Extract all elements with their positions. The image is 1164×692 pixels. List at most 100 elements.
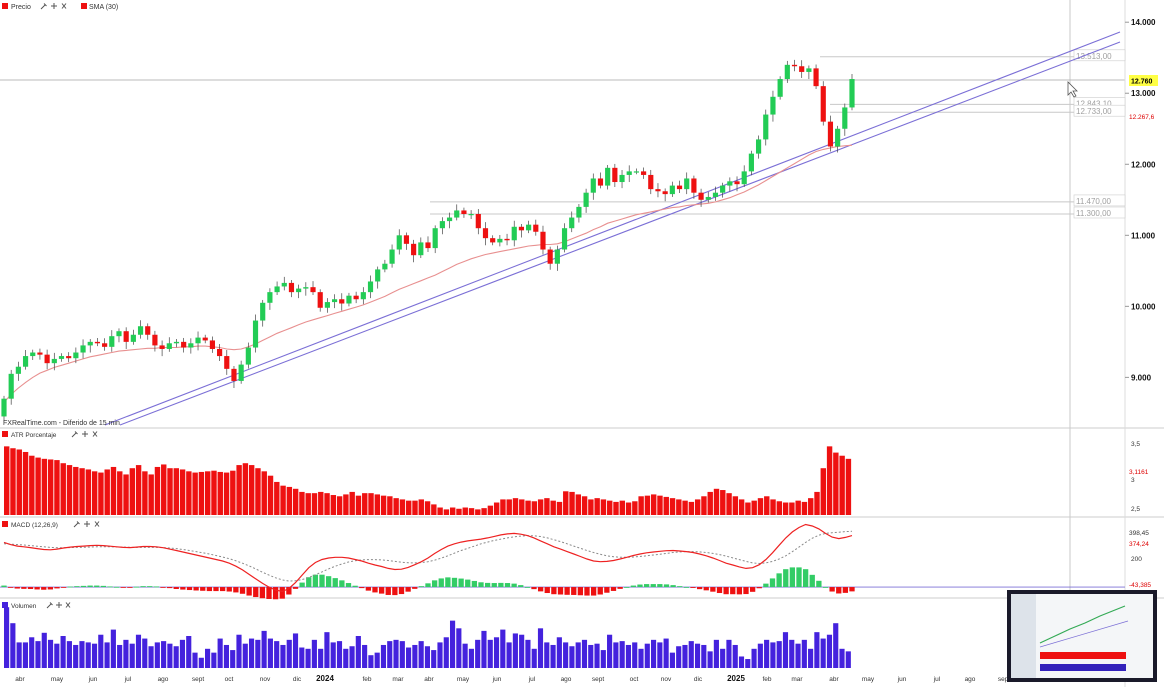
price-axis-tick-label: 12.000 xyxy=(1131,160,1156,169)
volume-bar xyxy=(280,644,286,668)
macd-histogram-bar xyxy=(359,587,365,589)
price-legend: Precio SMA (30) xyxy=(2,3,118,11)
atr-bar xyxy=(22,451,29,515)
volume-bar xyxy=(588,644,594,668)
candle-body xyxy=(835,128,841,147)
candle-body xyxy=(799,66,805,72)
atr-bar xyxy=(362,493,368,515)
macd-histogram-bar xyxy=(557,587,564,595)
month-axis-label: abr xyxy=(15,676,25,683)
macd-histogram-bar xyxy=(60,587,67,588)
macd-histogram-bar xyxy=(537,587,544,592)
volume-bar xyxy=(47,639,54,668)
atr-legend-move-icon[interactable] xyxy=(82,431,88,437)
price-legend-wrench-icon[interactable] xyxy=(40,3,47,10)
macd-histogram-bar xyxy=(292,587,299,589)
volume-legend: Volumen xyxy=(2,602,71,610)
volume-bars xyxy=(4,607,851,668)
candle-body xyxy=(209,340,215,349)
macd-histogram-bar xyxy=(127,587,133,588)
atr-legend-wrench-icon[interactable] xyxy=(71,431,78,438)
preview-thumbnail[interactable] xyxy=(1007,590,1157,682)
candle-body xyxy=(569,217,575,229)
macd-histogram-bar xyxy=(491,583,497,588)
month-axis-label: jul xyxy=(528,676,536,683)
atr-legend-close-icon[interactable] xyxy=(92,431,98,437)
macd-histogram-bar xyxy=(710,587,716,592)
price-legend-close-icon[interactable] xyxy=(61,3,67,9)
atr-bar xyxy=(531,501,538,515)
candle-body xyxy=(418,242,424,256)
volume-bar xyxy=(437,642,443,668)
volume-bar xyxy=(98,634,104,668)
macd-histogram-bar xyxy=(100,585,107,588)
candle-body xyxy=(662,191,668,195)
macd-histogram-bar xyxy=(253,587,259,598)
volume-bar xyxy=(349,646,355,668)
month-axis-label: ago xyxy=(158,676,169,683)
macd-histogram-bar xyxy=(783,569,789,588)
price-legend-move-icon[interactable] xyxy=(51,3,57,9)
atr-bar xyxy=(644,495,651,515)
volume-legend-close-icon[interactable] xyxy=(65,602,71,608)
volume-bar xyxy=(720,648,726,668)
candle-body xyxy=(137,326,144,335)
macd-histogram-bar xyxy=(789,567,796,588)
volume-bar xyxy=(845,651,851,668)
macd-histogram-bar xyxy=(352,585,358,588)
macd-histogram-bar xyxy=(306,577,312,588)
volume-bar xyxy=(198,657,204,668)
volume-bar xyxy=(833,623,839,668)
volume-bar xyxy=(230,650,236,668)
volume-bar xyxy=(456,628,462,668)
macd-legend-close-icon[interactable] xyxy=(94,521,100,527)
volume-bar xyxy=(500,629,506,668)
candle-body xyxy=(590,178,596,193)
atr-bar xyxy=(54,460,60,515)
atr-bar xyxy=(588,499,594,515)
atr-bar xyxy=(688,501,695,515)
volume-bar xyxy=(35,641,41,668)
atr-bar xyxy=(613,501,619,515)
macd-legend-wrench-icon[interactable] xyxy=(73,521,80,528)
atr-bar xyxy=(581,496,588,515)
macd-histogram-bar xyxy=(173,587,179,589)
volume-legend-wrench-icon[interactable] xyxy=(46,602,53,609)
macd-histogram-bar xyxy=(849,587,855,592)
thumbnail-trendline xyxy=(1039,620,1129,648)
candle-body xyxy=(389,249,395,264)
macd-legend-move-icon[interactable] xyxy=(84,521,90,527)
atr-bar xyxy=(487,505,494,515)
macd-histogram-bar xyxy=(246,587,252,596)
macd-histogram-bar xyxy=(630,585,637,588)
atr-bar xyxy=(801,501,808,515)
atr-bar xyxy=(129,468,136,515)
candle-body xyxy=(806,68,812,72)
atr-bar xyxy=(79,468,85,515)
candle-body xyxy=(109,336,115,347)
macd-histogram-bar xyxy=(445,577,451,588)
atr-bar xyxy=(393,498,399,515)
candle-body xyxy=(425,242,431,249)
candle-body xyxy=(511,226,517,241)
volume-legend-move-icon[interactable] xyxy=(56,602,62,608)
candle-body xyxy=(181,341,187,348)
macd-histogram-bar xyxy=(763,583,769,588)
atr-bar xyxy=(336,496,343,515)
volume-bar xyxy=(205,648,211,668)
macd-legend: MACD (12,26,9) xyxy=(2,521,100,529)
volume-bar xyxy=(22,642,28,668)
month-axis-label: oct xyxy=(225,676,234,683)
candle-body xyxy=(712,192,719,197)
candle-body xyxy=(58,356,65,359)
atr-bar xyxy=(669,498,676,515)
macd-axis-label-4: -43,385 xyxy=(1129,582,1151,589)
atr-bar xyxy=(261,471,267,515)
atr-bar xyxy=(117,471,123,515)
volume-bar xyxy=(104,642,110,668)
macd-signal-line xyxy=(3,530,853,582)
candle-body xyxy=(439,221,445,229)
candle-body xyxy=(698,192,704,200)
